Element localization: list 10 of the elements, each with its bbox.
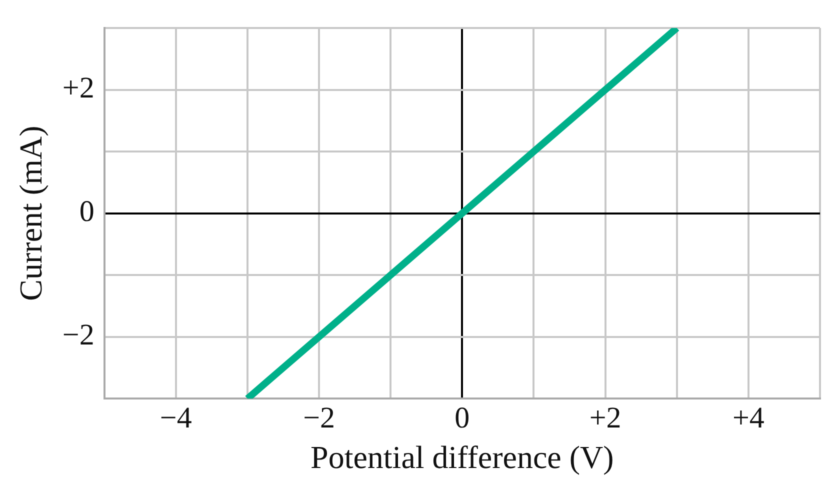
x-tick-label: +2 xyxy=(589,401,622,434)
y-tick-label: −2 xyxy=(62,318,94,352)
x-tick-label: +4 xyxy=(732,401,764,434)
x-tick-label: −4 xyxy=(160,401,192,434)
x-axis-title: Potential difference (V) xyxy=(310,439,614,476)
y-tick-label: +2 xyxy=(62,72,94,105)
x-tick-label: −2 xyxy=(303,401,335,434)
y-axis-title: Current (mA) xyxy=(12,126,49,301)
y-tick-label: 0 xyxy=(79,195,94,228)
x-tick-label: 0 xyxy=(454,401,470,434)
